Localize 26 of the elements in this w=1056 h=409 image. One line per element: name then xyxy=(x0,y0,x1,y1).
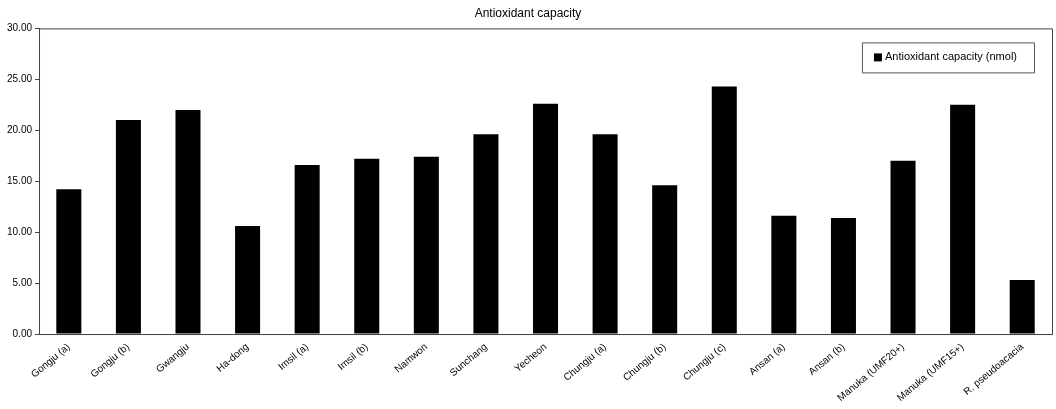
bar xyxy=(1009,280,1035,334)
bar xyxy=(175,109,201,334)
bar xyxy=(652,185,678,334)
bar xyxy=(771,215,797,334)
bar xyxy=(711,86,737,334)
bar xyxy=(56,189,82,334)
legend-label: Antioxidant capacity (nmol) xyxy=(884,50,1017,63)
y-tick-label: 30.00 xyxy=(6,22,33,34)
bar xyxy=(354,158,380,334)
bar xyxy=(473,134,499,334)
bar xyxy=(294,164,320,334)
bar xyxy=(235,226,261,334)
bar xyxy=(890,160,916,334)
y-tick-label: 10.00 xyxy=(6,225,33,237)
y-tick-label: 20.00 xyxy=(6,124,33,136)
bar xyxy=(533,103,559,334)
y-tick-label: 25.00 xyxy=(6,73,33,85)
bar xyxy=(115,120,141,334)
y-tick-label: 0.00 xyxy=(12,327,33,339)
bar xyxy=(592,134,618,334)
bar xyxy=(413,156,439,334)
bar xyxy=(950,104,976,334)
y-tick-label: 15.00 xyxy=(6,174,33,186)
y-tick-label: 5.00 xyxy=(12,276,33,288)
bar xyxy=(830,217,856,334)
chart-title: Antioxidant capacity xyxy=(474,5,582,20)
